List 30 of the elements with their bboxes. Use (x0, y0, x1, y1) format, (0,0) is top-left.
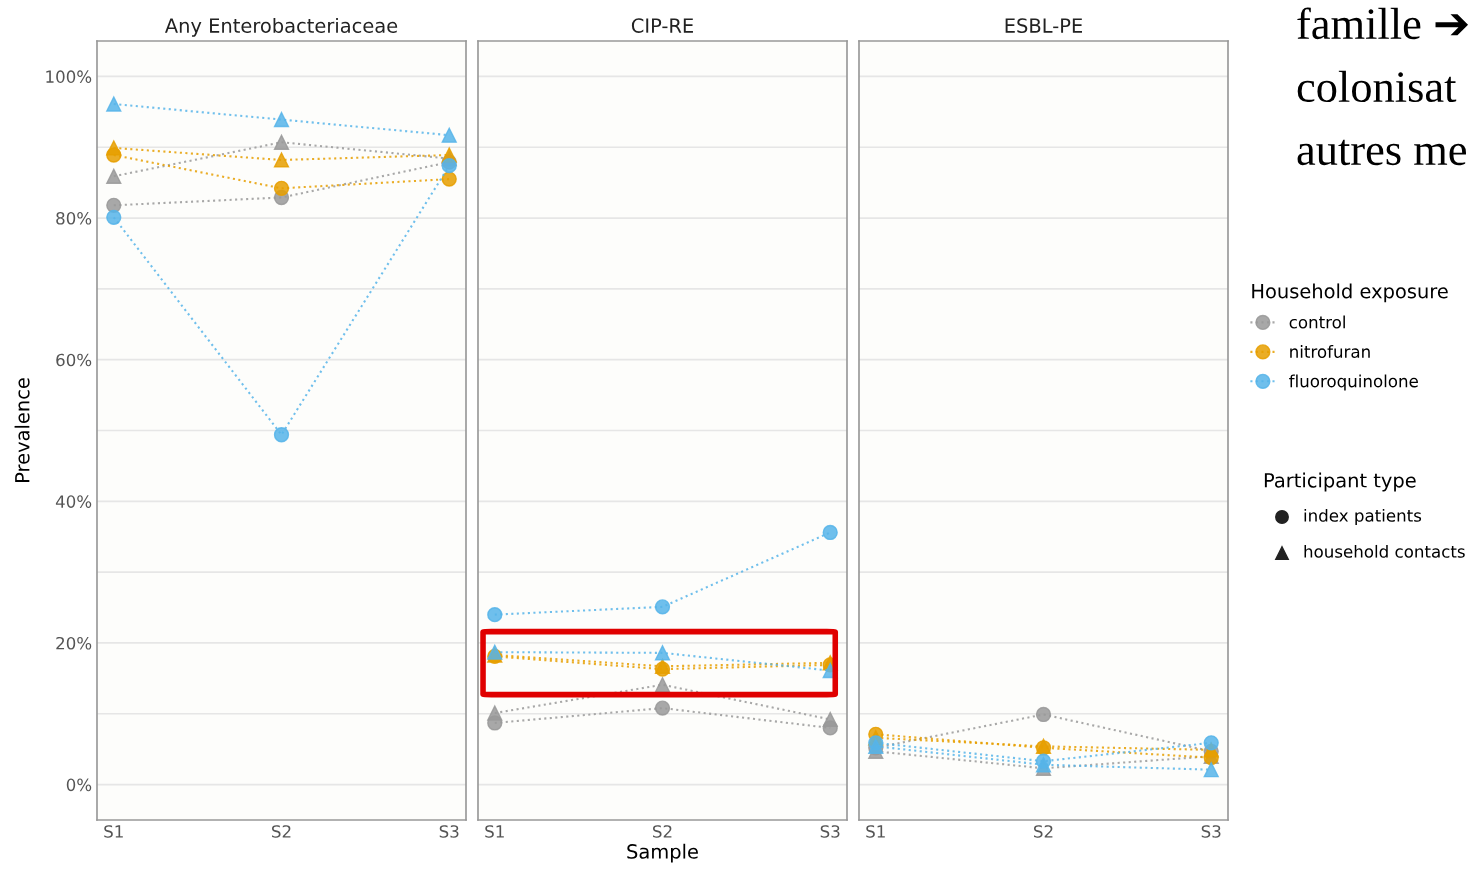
x-tick-label: S1 (485, 825, 504, 838)
x-tick-label: S3 (820, 825, 840, 838)
chart-title: CIP-RE (631, 18, 693, 33)
legend-label: fluoroquinolone (1289, 374, 1418, 391)
y-tick-label: 40% (55, 495, 92, 508)
y-tick-label: 60% (56, 353, 92, 367)
chart-title: Any Enterobacteriaceae (164, 17, 398, 37)
legend-label: control (1289, 315, 1345, 329)
text: Participant type (1264, 472, 1416, 492)
y-tick-label: 0% (66, 778, 92, 792)
text: famille ➔ (1297, 7, 1469, 40)
x-tick-label: S3 (439, 825, 459, 838)
y-tick-label: 20% (56, 636, 92, 650)
text: household contacts (1304, 544, 1465, 558)
x-tick-label: S1 (104, 825, 123, 838)
y-axis-title: Prevalence (14, 378, 30, 482)
x-tick-label: S3 (1201, 825, 1221, 838)
x-tick-label: S2 (1034, 825, 1053, 838)
y-tick-label: 100% (46, 70, 92, 83)
x-tick-label: S1 (866, 825, 885, 838)
text: autres me (1297, 139, 1466, 166)
y-tick-label: 80% (56, 212, 92, 225)
x-axis-title: Sample (627, 843, 698, 863)
legend-title: Household exposure (1252, 283, 1448, 303)
text: index patients (1304, 508, 1422, 526)
chart-title: ESBL-PE (1005, 18, 1082, 33)
x-tick-label: S2 (653, 825, 672, 838)
x-tick-label: S2 (272, 825, 291, 838)
legend-label: nitrofuran (1290, 345, 1370, 358)
text: colonisat (1297, 70, 1457, 103)
